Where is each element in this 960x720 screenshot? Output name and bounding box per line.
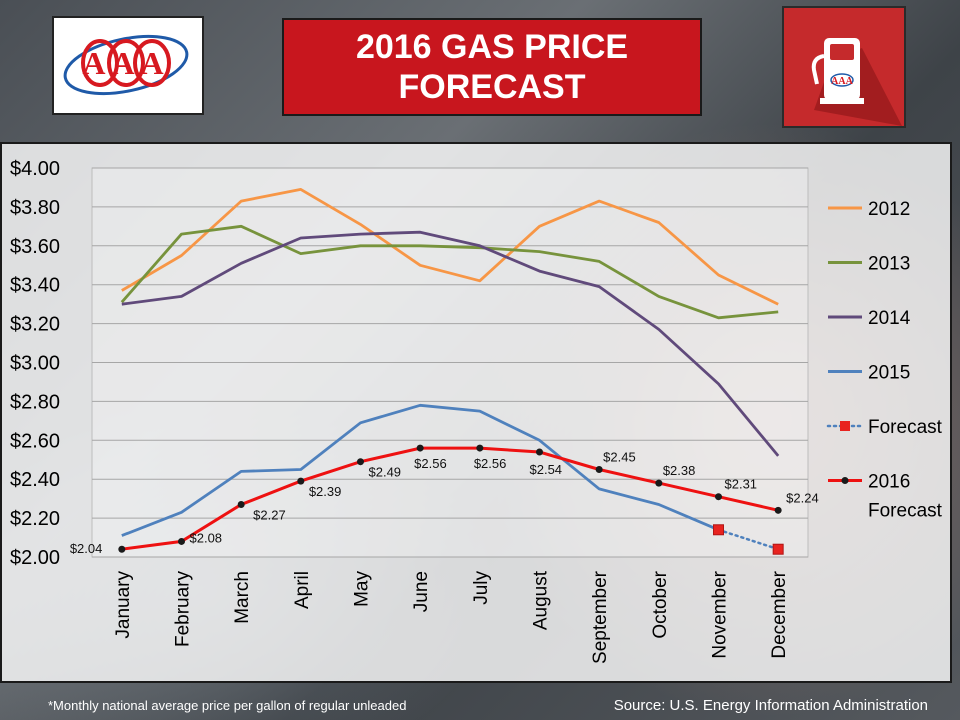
series-line-2012 (121, 188, 779, 306)
data-label: $2.27 (253, 507, 286, 522)
legend-label-forecast: Forecast (868, 417, 943, 438)
y-tick-label: $2.40 (10, 469, 60, 491)
series-line-2016-forecast (121, 446, 779, 551)
y-tick-label: $4.00 (10, 158, 60, 180)
y-tick-label: $3.80 (10, 197, 60, 219)
legend-label-2012: 2012 (868, 199, 910, 220)
gas-pump-icon: AAA (811, 38, 902, 126)
data-point (536, 448, 543, 456)
title-line-2: FORECAST (398, 68, 586, 106)
series-line-forecast (717, 528, 780, 551)
series-line-2015 (121, 403, 720, 537)
series-line-2014 (121, 230, 780, 457)
page-title: 2016 GAS PRICE FORECAST (282, 18, 702, 116)
y-tick-label: $3.60 (10, 236, 60, 258)
x-tick-label: June (411, 571, 432, 612)
data-label: $2.39 (309, 484, 342, 499)
legend-label-2013: 2013 (868, 254, 910, 275)
legend-marker-2016-forecast (841, 477, 849, 484)
data-point (297, 477, 305, 485)
series-line-2013 (120, 224, 779, 320)
y-tick-label: $2.80 (10, 391, 60, 413)
data-point (118, 545, 126, 553)
aaa-logo: AAA (52, 16, 204, 115)
x-tick-label: February (173, 571, 194, 648)
forecast-marker (772, 543, 784, 555)
gas-pump-badge: AAA (782, 6, 906, 128)
data-label: $2.08 (190, 530, 223, 545)
legend-label-2015: 2015 (868, 363, 910, 384)
data-label: $2.56 (474, 456, 507, 471)
y-tick-label: $3.40 (10, 275, 60, 297)
data-point (357, 458, 364, 466)
data-point (655, 479, 663, 487)
x-tick-label: September (590, 570, 611, 664)
y-tick-label: $3.00 (10, 353, 60, 375)
data-label: $2.04 (70, 541, 103, 556)
y-tick-label: $2.20 (10, 508, 60, 530)
x-tick-label: November (710, 570, 731, 658)
footnote: *Monthly national average price per gall… (48, 698, 407, 713)
legend-label-2016-forecast: 2016 Forecast (868, 472, 943, 522)
legend-label-2014: 2014 (868, 308, 911, 329)
data-label: $2.31 (725, 477, 758, 492)
data-label: $2.56 (414, 456, 447, 471)
gas-price-chart: $2.00 $2.20 $2.40 $2.60 $2.80 $3.00 $3.20 $3.40… (10, 158, 943, 664)
data-point (178, 537, 185, 545)
data-label: $2.24 (786, 490, 819, 505)
x-tick-label: August (531, 570, 552, 630)
pump-logo-text: AAA (831, 76, 853, 87)
data-point (476, 444, 484, 452)
data-point (595, 465, 603, 473)
x-tick-label: March (232, 571, 253, 624)
y-tick-label: $2.00 (10, 547, 60, 569)
x-tick-label: January (113, 571, 134, 639)
x-tick-label: May (352, 571, 373, 607)
data-point (774, 506, 782, 514)
x-tick-label: July (471, 571, 492, 605)
data-label: $2.49 (369, 465, 402, 480)
x-tick-label: October (650, 570, 671, 638)
x-tick-label: April (292, 571, 313, 609)
aaa-logo-icon: AAA (63, 34, 189, 96)
data-label: $2.38 (663, 463, 696, 478)
forecast-marker (713, 524, 724, 536)
chart-panel: $2.00 $2.20 $2.40 $2.60 $2.80 $3.00 $3.20 $3.40… (0, 142, 952, 683)
title-line-1: 2016 GAS PRICE (355, 28, 629, 66)
source-credit: Source: U.S. Energy Information Administ… (613, 697, 928, 714)
data-point (237, 500, 245, 508)
aaa-logo-text: AAA (82, 45, 169, 81)
data-label: $2.45 (603, 449, 636, 464)
data-point (416, 444, 424, 452)
x-tick-label: December (769, 570, 790, 658)
data-label: $2.54 (530, 462, 563, 477)
y-tick-label: $2.60 (10, 430, 60, 452)
legend-marker-forecast (840, 421, 850, 431)
data-point (715, 493, 722, 501)
y-tick-label: $3.20 (10, 314, 60, 336)
